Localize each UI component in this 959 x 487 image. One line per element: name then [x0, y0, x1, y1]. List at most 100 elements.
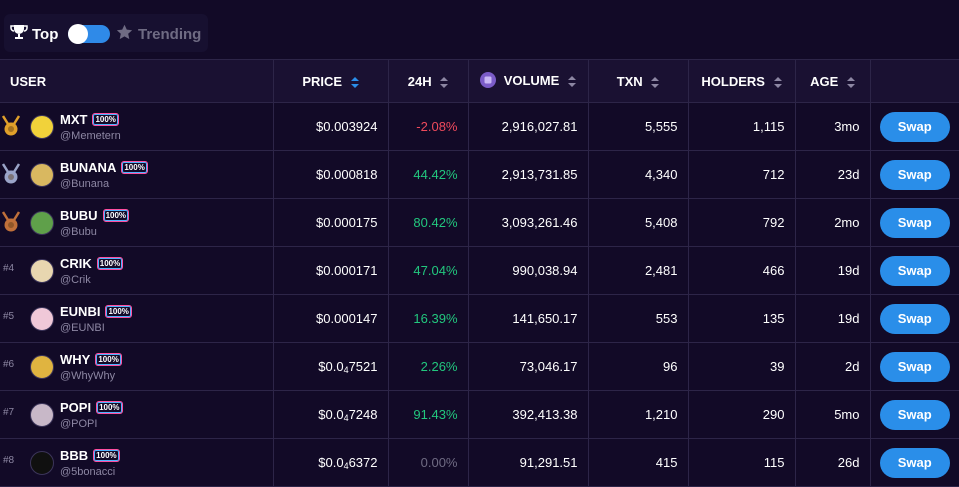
tab-trending[interactable]: Trending [116, 24, 201, 44]
token-avatar [30, 355, 54, 379]
user-cell[interactable]: MXT 100% @Memetern [0, 102, 274, 151]
tab-top-label: Top [32, 25, 59, 43]
trophy-icon [10, 24, 28, 44]
rank-label: #5 [3, 311, 15, 322]
token-avatar [30, 307, 54, 331]
txn-cell: 5,555 [588, 102, 689, 151]
change-cell: 47.04% [388, 246, 469, 295]
volume-cell: 141,650.17 [468, 294, 589, 343]
user-cell[interactable]: #7 POPI 100% @POPI [0, 390, 274, 439]
holders-cell: 135 [688, 294, 796, 343]
user-cell[interactable]: #4 CRIK 100% @Crik [0, 246, 274, 295]
change-cell: 91.43% [388, 390, 469, 439]
progress-badge: 100% [92, 113, 119, 126]
token-avatar [30, 451, 54, 475]
user-cell[interactable]: #6 WHY 100% @WhyWhy [0, 342, 274, 391]
header-24h[interactable]: 24H [388, 59, 469, 103]
top-trending-switch[interactable] [68, 24, 110, 44]
volume-cell: 990,038.94 [468, 246, 589, 295]
swap-button[interactable]: Swap [879, 447, 950, 478]
volume-cell: 2,913,731.85 [468, 150, 589, 199]
swap-button[interactable]: Swap [879, 111, 950, 142]
token-avatar [30, 403, 54, 427]
holders-cell: 290 [688, 390, 796, 439]
sort-arrows-icon [846, 76, 855, 88]
holders-cell: 39 [688, 342, 796, 391]
price-cell: $0.003924 [273, 102, 389, 151]
swap-cell: Swap [870, 246, 959, 295]
user-cell[interactable]: #5 EUNBI 100% @EUNBI [0, 294, 274, 343]
gold-medal-icon [1, 115, 21, 140]
token-avatar [30, 211, 54, 235]
rank-label: #4 [3, 263, 15, 274]
price-cell: $0.000818 [273, 150, 389, 199]
swap-cell: Swap [870, 198, 959, 247]
header-user: USER [0, 59, 274, 103]
volume-cell: 2,916,027.81 [468, 102, 589, 151]
swap-cell: Swap [870, 342, 959, 391]
token-handle: @POPI [60, 418, 98, 430]
swap-button[interactable]: Swap [879, 303, 950, 334]
header-age[interactable]: AGE [795, 59, 871, 103]
table-row[interactable]: #6 WHY 100% @WhyWhy $0.047521 2.26% 73,046.17 9… [0, 342, 959, 391]
swap-cell: Swap [870, 390, 959, 439]
table-row[interactable]: BUBU 100% @Bubu $0.000175 80.42% 3,093,261.46… [0, 198, 959, 247]
sort-arrows-icon [651, 76, 660, 88]
header-holders[interactable]: HOLDERS [688, 59, 796, 103]
token-handle: @Crik [60, 274, 91, 286]
age-cell: 2d [795, 342, 871, 391]
tokens-table: USER PRICE 24H VOLUME [0, 59, 959, 487]
holders-cell: 792 [688, 198, 796, 247]
holders-cell: 115 [688, 438, 796, 487]
token-name: BBB [60, 448, 89, 463]
top-trending-toggle: Top Trending [4, 14, 208, 52]
token-handle: @Memetern [60, 130, 121, 142]
price-cell: $0.000175 [273, 198, 389, 247]
age-cell: 5mo [795, 390, 871, 439]
header-price[interactable]: PRICE [273, 59, 389, 103]
tab-trending-label: Trending [138, 25, 202, 43]
volume-cell: 3,093,261.46 [468, 198, 589, 247]
token-name-line: WHY 100% [60, 352, 122, 367]
txn-cell: 5,408 [588, 198, 689, 247]
swap-button[interactable]: Swap [879, 159, 950, 190]
token-name-line: CRIK 100% [60, 256, 124, 271]
silver-medal-icon [1, 163, 21, 188]
swap-button[interactable]: Swap [879, 399, 950, 430]
swap-button[interactable]: Swap [879, 351, 950, 382]
table-row[interactable]: #4 CRIK 100% @Crik $0.000171 47.04% 990,038.94… [0, 246, 959, 295]
progress-badge: 100% [96, 257, 124, 270]
tab-top[interactable]: Top [10, 24, 58, 44]
volume-cell: 392,413.38 [468, 390, 589, 439]
age-cell: 19d [795, 246, 871, 295]
txn-cell: 2,481 [588, 246, 689, 295]
token-handle: @WhyWhy [60, 370, 116, 382]
user-cell[interactable]: BUNANA 100% @Bunana [0, 150, 274, 199]
txn-cell: 1,210 [588, 390, 689, 439]
swap-button[interactable]: Swap [879, 255, 950, 286]
table-row[interactable]: #7 POPI 100% @POPI $0.047248 91.43% 392,413.38… [0, 390, 959, 439]
swap-button[interactable]: Swap [879, 207, 950, 238]
txn-cell: 4,340 [588, 150, 689, 199]
progress-badge: 100% [105, 305, 132, 318]
table-row[interactable]: BUNANA 100% @Bunana $0.000818 44.42% 2,913,73… [0, 150, 959, 199]
token-name-line: POPI 100% [60, 400, 123, 415]
token-name: WHY [60, 352, 91, 367]
token-handle: @Bunana [60, 178, 110, 190]
sort-arrows-icon [567, 75, 576, 87]
txn-cell: 553 [588, 294, 689, 343]
change-cell: 0.00% [388, 438, 469, 487]
table-row[interactable]: #5 EUNBI 100% @EUNBI $0.000147 16.39% 141,650.… [0, 294, 959, 343]
coin-icon [480, 71, 497, 91]
header-volume[interactable]: VOLUME [468, 59, 589, 103]
swap-cell: Swap [870, 102, 959, 151]
star-icon [116, 24, 133, 44]
user-cell[interactable]: BUBU 100% @Bubu [0, 198, 274, 247]
token-name: MXT [60, 112, 88, 127]
table-row[interactable]: #8 BBB 100% @5bonacci $0.046372 0.00% 91,291.5… [0, 438, 959, 487]
change-cell: 44.42% [388, 150, 469, 199]
table-row[interactable]: MXT 100% @Memetern $0.003924 -2.08% 2,916,027… [0, 102, 959, 151]
token-name: POPI [60, 400, 92, 415]
header-txn[interactable]: TXN [588, 59, 689, 103]
user-cell[interactable]: #8 BBB 100% @5bonacci [0, 438, 274, 487]
